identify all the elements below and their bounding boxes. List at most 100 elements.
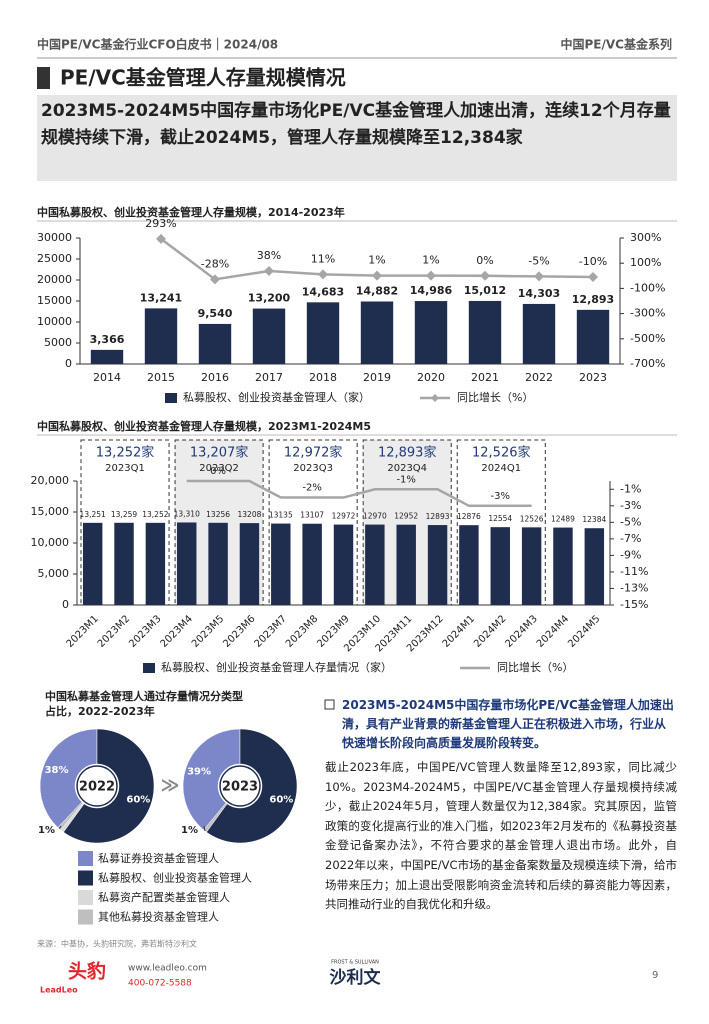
- bar-value-label: 13,310: [174, 509, 200, 518]
- bar: [522, 303, 556, 364]
- y2-tick-label: -1%: [620, 482, 641, 495]
- bar-value-label: 3,366: [90, 333, 125, 346]
- x-tick-label: 2023M8: [284, 613, 320, 649]
- bar-value-label: 12876: [457, 512, 481, 521]
- line-marker: [156, 233, 166, 244]
- donut-value-label: 1%: [38, 825, 55, 836]
- bar-value-label: 14,683: [302, 285, 344, 298]
- bar: [365, 524, 385, 605]
- legend-swatch: [143, 663, 155, 673]
- bar: [177, 522, 197, 605]
- bar: [576, 309, 610, 364]
- bar: [144, 308, 178, 364]
- y-tick-label: 20000: [37, 273, 72, 286]
- x-tick-label: 2023M1: [65, 613, 101, 649]
- donut-value-label: 38%: [45, 765, 69, 776]
- bar-value-label: 12893: [426, 512, 450, 521]
- y-tick-label: 0: [65, 357, 72, 370]
- y2-tick-label: -13%: [620, 581, 648, 594]
- bar: [333, 524, 354, 605]
- bar: [208, 522, 228, 605]
- bar: [145, 522, 166, 605]
- bar: [114, 522, 134, 605]
- line-marker: [480, 270, 490, 281]
- bar-value-label: 13,259: [111, 510, 137, 519]
- y2-tick-label: -9%: [620, 548, 641, 561]
- bar: [396, 524, 416, 605]
- y-tick-label: 10000: [37, 315, 72, 328]
- quarter-total: 12,526家: [472, 445, 531, 461]
- legend-marker: [431, 394, 439, 402]
- bar: [490, 527, 510, 605]
- y-tick-label: 25000: [37, 252, 72, 265]
- quarter-total: 13,207家: [190, 445, 249, 461]
- leader-line: [58, 825, 62, 830]
- y-tick-label: 0: [62, 598, 69, 611]
- y-tick-label: 5,000: [38, 567, 70, 580]
- legend-swatch: [78, 890, 93, 905]
- headline: 2023M5-2024M5中国存量市场化PE/VC基金管理人加速出清，连续12个…: [41, 101, 671, 148]
- bar-value-label: 12970: [363, 512, 387, 521]
- x-tick-label: 2023M3: [127, 613, 163, 649]
- y2-tick-label: -5%: [620, 515, 641, 528]
- line-value-label: -3%: [491, 491, 510, 502]
- bar-value-label: 13,241: [140, 291, 182, 304]
- line-value-label: 11%: [311, 252, 335, 265]
- bar: [584, 528, 605, 605]
- bar-value-label: 13208: [238, 510, 262, 519]
- bar-value-label: 12384: [582, 515, 606, 524]
- y-tick-label: 15,000: [31, 505, 70, 518]
- y2-tick-label: -300%: [630, 307, 665, 320]
- y2-tick-label: -7%: [620, 532, 641, 545]
- y2-tick-label: 300%: [630, 231, 661, 244]
- bar-value-label: 14,882: [356, 284, 398, 297]
- line-value-label: 38%: [257, 249, 281, 262]
- bar: [468, 300, 502, 364]
- bar: [427, 525, 448, 605]
- line-value-label: 0%: [210, 466, 226, 477]
- header-right: 中国PE/VC基金系列: [561, 37, 672, 52]
- legend-label: 其他私募投资基金管理人: [98, 910, 219, 924]
- bar: [553, 527, 573, 605]
- x-tick-label: 2024M2: [472, 613, 508, 649]
- legend-label: 私募股权、创业投资基金管理人存量情况（家）: [161, 660, 392, 674]
- line-value-label: 1%: [422, 254, 439, 267]
- line-marker: [264, 266, 274, 277]
- x-tick-label: 2021: [471, 371, 499, 384]
- legend-swatch: [78, 851, 93, 866]
- donut-center: [76, 765, 118, 807]
- donut-value-label: 39%: [187, 766, 211, 777]
- bar: [198, 323, 232, 364]
- bar-value-label: 13,251: [80, 510, 106, 519]
- phone: 400-072-5588: [128, 979, 192, 989]
- page-number: 9: [652, 970, 658, 981]
- x-tick-label: 2023M2: [96, 613, 132, 649]
- donut-value-label: 1%: [181, 825, 198, 836]
- bar: [360, 301, 394, 364]
- x-tick-label: 2022: [525, 371, 553, 384]
- y2-tick-label: -15%: [620, 598, 648, 611]
- x-tick-label: 2024M5: [566, 613, 602, 649]
- quarter-total: 13,252家: [96, 445, 155, 461]
- donut-slice: [63, 728, 155, 844]
- header-left: 中国PE/VC基金行业CFO白皮书｜2024/08: [37, 37, 278, 52]
- section-title: PE/VC基金管理人存量规模情况: [60, 66, 346, 90]
- bar-value-label: 15,012: [464, 284, 506, 297]
- legend-swatch: [165, 393, 177, 403]
- y-tick-label: 20,000: [31, 474, 70, 487]
- bar: [414, 301, 448, 364]
- legend-label: 私募资产配置类基金管理人: [98, 890, 230, 904]
- y2-tick-label: -11%: [620, 565, 648, 578]
- bar-value-label: 13,252: [142, 510, 168, 519]
- legend-label: 同比增长（%）: [497, 660, 573, 674]
- line-value-label: 293%: [145, 217, 176, 230]
- x-tick-label: 2017: [255, 371, 283, 384]
- donut-slice: [203, 802, 228, 833]
- body: 截止2023年底，中国PE/VC管理人数量降至12,893家，同比减少10%。2…: [325, 760, 677, 912]
- bullet: 2023M5-2024M5中国存量市场化PE/VC基金管理人加速出清，具有产业背…: [342, 698, 674, 750]
- x-tick-label: 2018: [309, 371, 337, 384]
- y-tick-label: 10,000: [31, 536, 70, 549]
- donut-value-label: 60%: [269, 794, 293, 805]
- x-tick-label: 2023: [579, 371, 607, 384]
